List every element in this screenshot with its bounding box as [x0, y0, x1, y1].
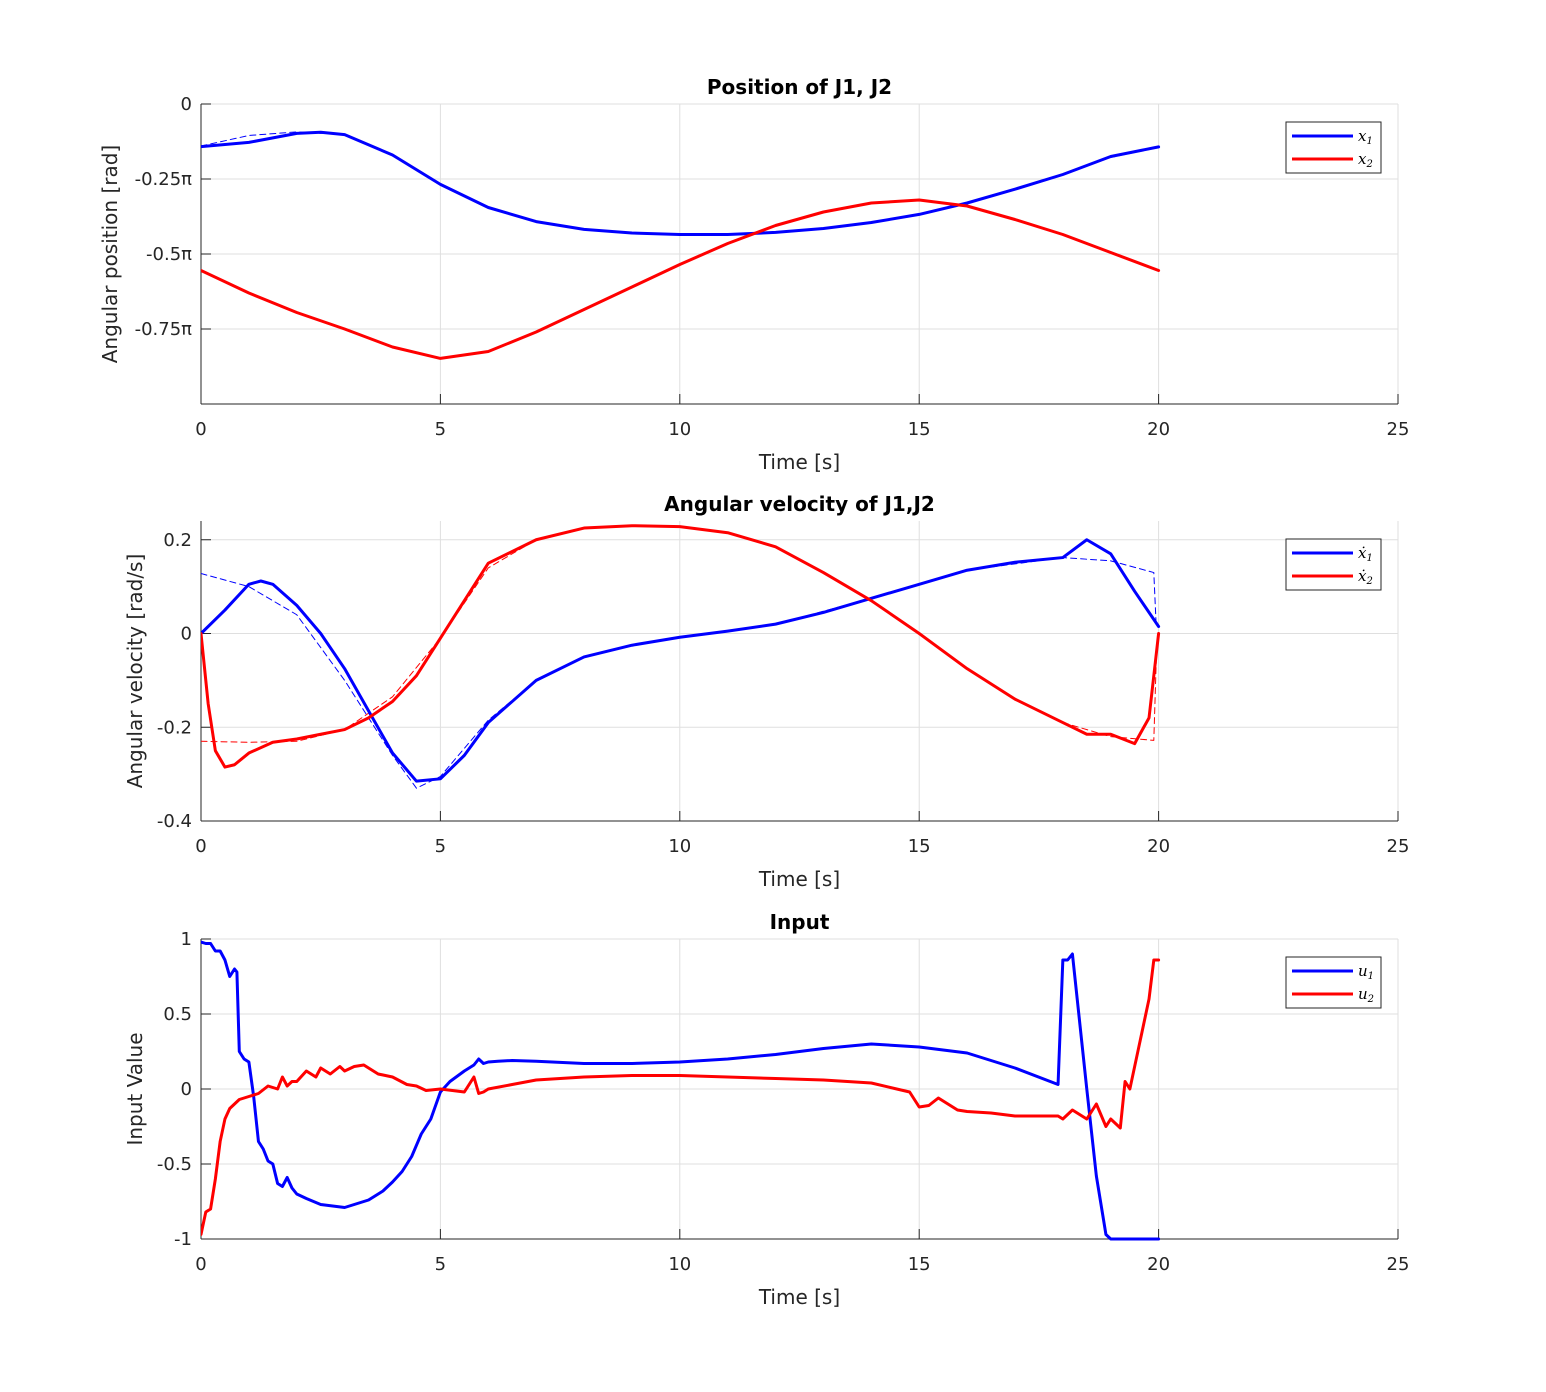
series-line-u2 — [201, 958, 1161, 1236]
x-axis-label: Time [s] — [758, 867, 840, 891]
chart-title: Input — [770, 910, 830, 934]
y-axis-label: Angular velocity [rad/s] — [123, 554, 147, 789]
chart-title: Position of J1, J2 — [707, 75, 892, 99]
y-tick-label: -0.2 — [157, 717, 192, 738]
y-axis-label: Angular position [rad] — [98, 145, 122, 363]
series-line-x1-dot — [201, 538, 1161, 783]
x-tick-label: 5 — [435, 836, 446, 857]
x-tick-label: 0 — [195, 1254, 206, 1275]
subplot-3: 0 5 10 15 20 25 1 0.5 0 -0.5 -1 Input Time [s] Input … — [123, 910, 1409, 1309]
y-tick-label: 0 — [181, 624, 192, 645]
x-tick-label: 10 — [668, 419, 691, 440]
y-tick-label: 0 — [181, 94, 192, 115]
series-line-x2-dot — [201, 524, 1161, 769]
y-tick-label: -0.25π — [135, 169, 193, 190]
x-tick-label: 20 — [1147, 419, 1170, 440]
legend-box — [1285, 538, 1382, 591]
y-axis-label: Input Value — [123, 1032, 147, 1145]
y-tick-label: -0.75π — [135, 319, 193, 340]
legend-entry: u1 — [1358, 962, 1374, 982]
x-tick-label: 0 — [195, 419, 206, 440]
legend-entry: x2 — [1358, 150, 1373, 170]
y-tick-label: 0 — [181, 1079, 192, 1100]
x-tick-label: 25 — [1387, 419, 1410, 440]
y-tick-label: -1 — [174, 1229, 192, 1250]
x-tick-label: 20 — [1147, 1254, 1170, 1275]
subplot-1: 0 5 10 15 20 25 0 -0.25π -0.5π -0.75π Position of … — [98, 75, 1409, 474]
x-axis-label: Time [s] — [758, 450, 840, 474]
x-tick-label: 15 — [908, 1254, 931, 1275]
x-tick-label: 15 — [908, 836, 931, 857]
legend-entry: x1 — [1358, 127, 1373, 147]
x-axis-label: Time [s] — [758, 1285, 840, 1309]
legend-entry: u2 — [1358, 985, 1374, 1005]
series-line-x2 — [201, 198, 1161, 360]
y-tick-label: -0.4 — [157, 811, 192, 832]
x-tick-label: 5 — [435, 1254, 446, 1275]
subplot-2: 0 5 10 15 20 25 0.2 0 -0.2 -0.4 Angular velocity o… — [123, 492, 1409, 891]
series-line-x1 — [201, 130, 1161, 236]
x-tick-label: 20 — [1147, 836, 1170, 857]
y-tick-label: -0.5 — [157, 1154, 192, 1175]
x-tick-label: 10 — [668, 836, 691, 857]
series-line-u1 — [201, 940, 1161, 1241]
legend-entry: ẋ1 — [1358, 544, 1373, 564]
y-tick-label: 0.5 — [163, 1004, 192, 1025]
legend-entry: ẋ2 — [1358, 567, 1373, 587]
y-tick-label: 1 — [181, 929, 192, 950]
legend-box — [1285, 121, 1382, 174]
x-tick-label: 0 — [195, 836, 206, 857]
plot-area — [201, 521, 1398, 821]
x-tick-label: 25 — [1387, 836, 1410, 857]
x-tick-label: 15 — [908, 419, 931, 440]
y-tick-label: 0.2 — [163, 530, 192, 551]
chart-title: Angular velocity of J1,J2 — [664, 492, 935, 516]
legend-box — [1285, 956, 1382, 1009]
x-tick-label: 10 — [668, 1254, 691, 1275]
x-tick-label: 25 — [1387, 1254, 1410, 1275]
y-tick-label: -0.5π — [146, 244, 192, 265]
x-tick-label: 5 — [435, 419, 446, 440]
